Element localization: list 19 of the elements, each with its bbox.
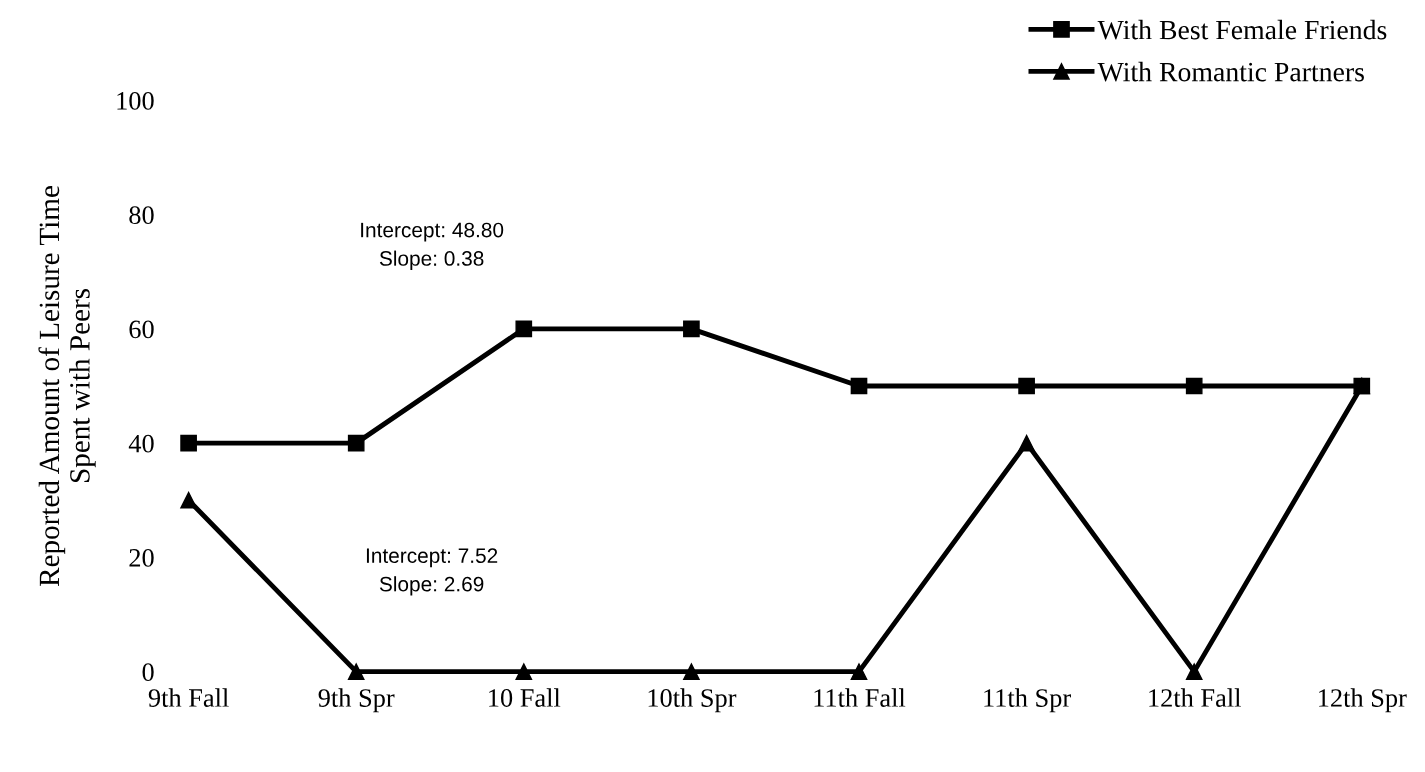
y-tick-label: 0 [142,663,154,682]
legend-label: With Best Female Friends [1097,19,1387,40]
annotation: Intercept: 48.80 Slope: 0.38 [361,222,504,270]
annotation: Intercept: 7.52 Slope: 2.69 [366,548,498,596]
y-tick-label: 60 [129,320,154,339]
x-tick-label: 9th Spr [318,688,395,713]
x-tick-label: 11th Spr [984,688,1071,713]
x-tick-label: 12th Fall [1149,688,1241,707]
x-tick-label: 11th Fall [814,688,906,707]
y-tick-label: 80 [129,206,154,225]
legend-label: With Romantic Partners [1097,61,1364,82]
y-tick-label: 100 [117,91,154,110]
x-tick-label: 10th Spr [648,688,737,713]
x-tick-label: 10 Fall [489,688,561,707]
x-tick-label: 9th Fall [148,688,229,707]
y-axis-title: Reported Amount of Leisure Time Spent with Peers [38,186,96,587]
x-tick-label: 12th Spr [1319,688,1407,713]
y-tick-label: 20 [129,548,154,567]
y-tick-label: 40 [128,434,154,453]
